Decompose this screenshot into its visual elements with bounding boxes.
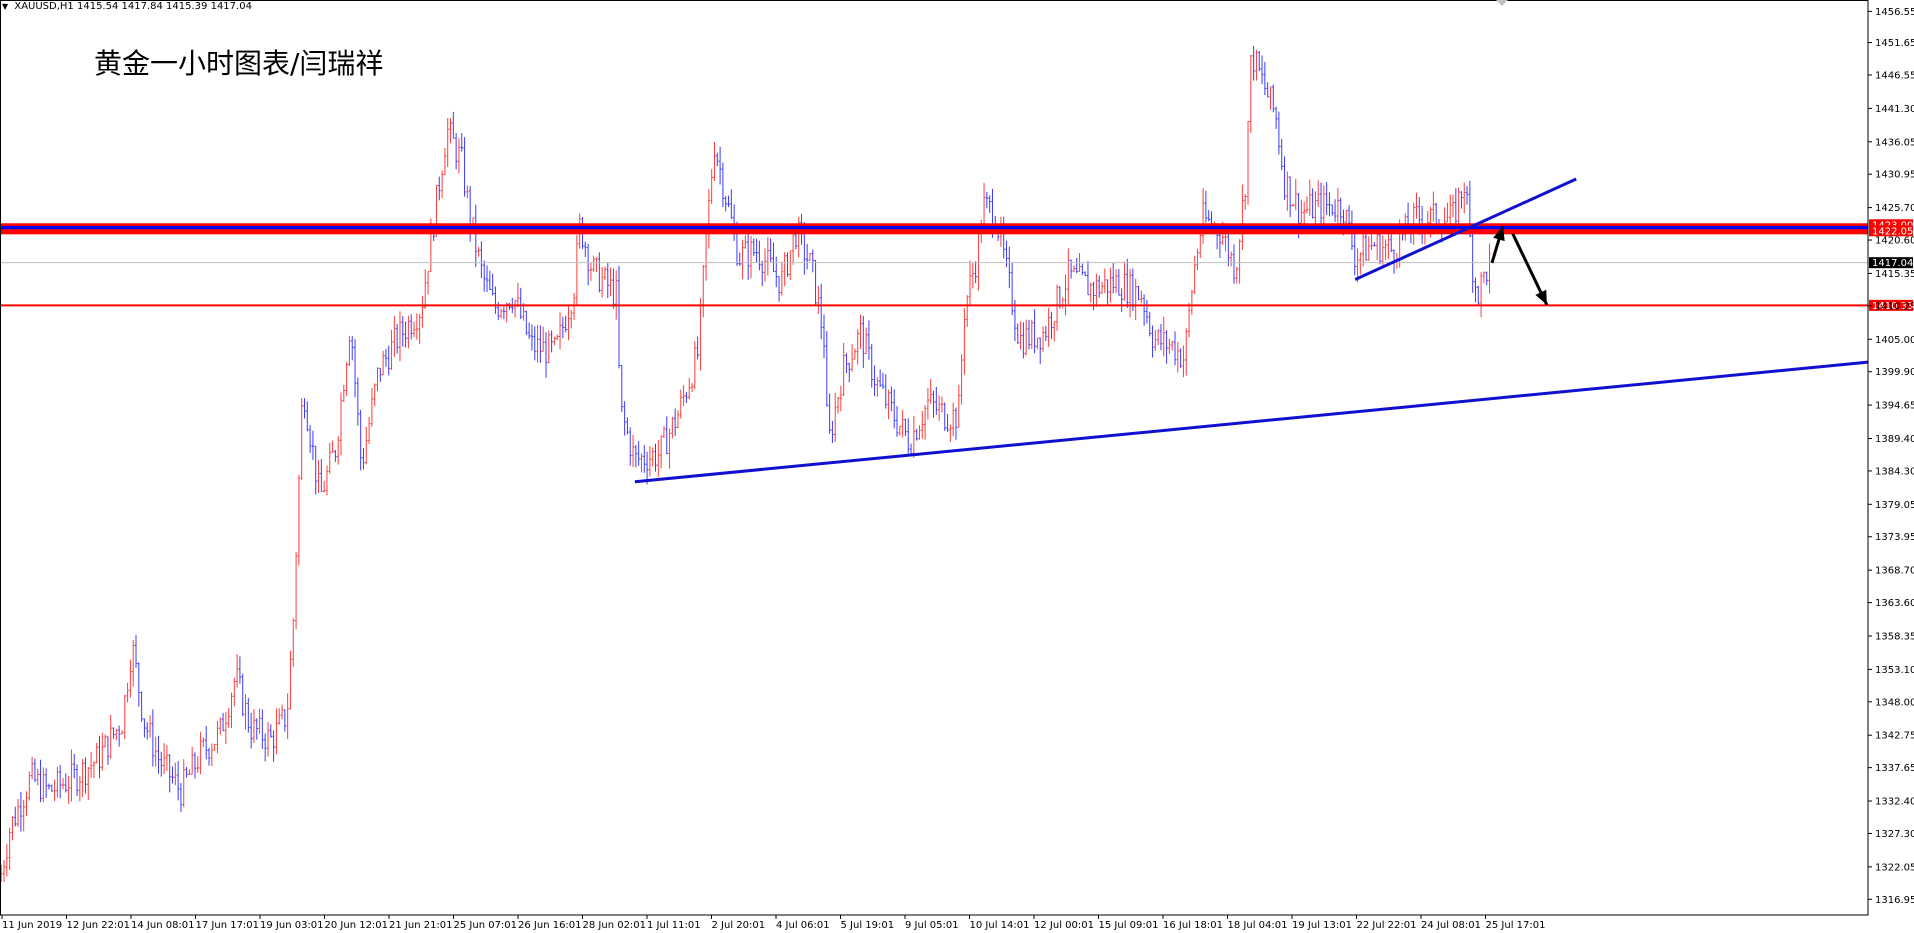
x-tick-label: 9 Jul 05:01	[905, 920, 959, 931]
trendline-rising-wedge	[1354, 177, 1577, 281]
level-label-1422-bg	[1869, 225, 1913, 237]
y-tick-label: 1399.90	[1875, 367, 1914, 378]
y-tick-label: 1394.65	[1875, 401, 1914, 412]
level-label-1410: 1410.33	[1872, 301, 1913, 312]
x-tick-label: 20 Jun 12:01	[325, 920, 389, 931]
level-label-1423-bg	[1869, 219, 1913, 231]
ohlc-readout: 1415.54 1417.84 1415.39 1417.04	[76, 1, 252, 12]
y-tick-label: 1348.00	[1875, 697, 1914, 708]
chart-title: 黄金一小时图表/闫瑞祥	[94, 47, 384, 80]
arrows-layer	[1490, 225, 1549, 306]
x-tick-label: 12 Jun 22:01	[67, 920, 131, 931]
x-tick-label: 2 Jul 20:01	[712, 920, 766, 931]
y-tick-label: 1415.35	[1875, 269, 1914, 280]
trendline-lower-support	[634, 360, 1869, 484]
y-tick-label: 1379.05	[1875, 500, 1914, 511]
y-tick-label: 1451.65	[1875, 38, 1914, 49]
x-tick-label: 25 Jun 07:01	[454, 920, 518, 931]
y-tick-label: 1436.05	[1875, 137, 1914, 148]
x-tick-label: 19 Jun 03:01	[260, 920, 324, 931]
y-tick-label: 1322.05	[1875, 862, 1914, 873]
current-price-label: 1417.04	[1872, 258, 1913, 269]
shift-marker-icon	[1496, 0, 1508, 6]
arrowhead-retest-up	[1493, 226, 1505, 242]
x-tick-label: 10 Jul 14:01	[970, 920, 1030, 931]
x-tick-label: 26 Jun 16:01	[518, 920, 582, 931]
y-tick-label: 1342.75	[1875, 731, 1914, 742]
y-tick-label: 1389.40	[1875, 434, 1914, 445]
y-tick-label: 1441.30	[1875, 104, 1914, 115]
x-tick-label: 5 Jul 19:01	[841, 920, 895, 931]
y-tick-label: 1410.25	[1875, 301, 1914, 312]
resistance-band-blue	[0, 225, 1868, 230]
y-tick-label: 1430.95	[1875, 170, 1914, 181]
symbol-info-bar[interactable]: ▼ XAUUSD,H1 1415.54 1417.84 1415.39 1417…	[2, 1, 252, 12]
arrowhead-drop-down	[1535, 289, 1547, 305]
x-tick-label: 1 Jul 11:01	[647, 920, 701, 931]
trendlines-layer	[634, 177, 1869, 484]
y-tick-label: 1425.70	[1875, 203, 1914, 214]
y-tick-label: 1332.40	[1875, 797, 1914, 808]
y-tick-label: 1358.35	[1875, 631, 1914, 642]
x-tick-label: 14 Jun 08:01	[131, 920, 195, 931]
y-tick-label: 1316.95	[1875, 895, 1914, 906]
symbol-label: XAUUSD,H1	[14, 1, 74, 12]
y-tick-label: 1446.55	[1875, 70, 1914, 81]
x-tick-label: 12 Jul 00:01	[1034, 920, 1094, 931]
x-tick-label: 11 Jun 2019	[2, 920, 62, 931]
candles-layer	[0, 45, 1491, 882]
y-tick-label: 1405.00	[1875, 335, 1914, 346]
x-tick-label: 28 Jun 02:01	[583, 920, 647, 931]
x-tick-label: 4 Jul 06:01	[776, 920, 830, 931]
x-tick-label: 25 Jul 17:01	[1486, 920, 1546, 931]
y-tick-label: 1368.70	[1875, 566, 1914, 577]
y-tick-label: 1456.55	[1875, 7, 1914, 18]
x-tick-label: 19 Jul 13:01	[1292, 920, 1352, 931]
y-tick-label: 1353.10	[1875, 665, 1914, 676]
x-tick-label: 17 Jun 17:01	[196, 920, 260, 931]
dropdown-icon[interactable]: ▼	[2, 2, 9, 11]
x-tick-label: 24 Jul 08:01	[1421, 920, 1481, 931]
level-label-1410-bg	[1869, 299, 1913, 311]
y-tick-label: 1420.60	[1875, 236, 1914, 247]
x-tick-label: 16 Jul 18:01	[1163, 920, 1223, 931]
x-tick-label: 18 Jul 04:01	[1228, 920, 1288, 931]
y-tick-label: 1327.30	[1875, 829, 1914, 840]
plot-frame	[0, 0, 1869, 916]
current-price-label-bg	[1869, 257, 1913, 269]
x-tick-label: 21 Jun 21:01	[389, 920, 453, 931]
y-tick-label: 1373.95	[1875, 532, 1914, 543]
level-label-1422: 1422.05	[1872, 226, 1913, 237]
y-tick-label: 1384.30	[1875, 466, 1914, 477]
y-tick-label: 1363.60	[1875, 598, 1914, 609]
x-tick-label: 22 Jul 22:01	[1357, 920, 1417, 931]
x-tick-label: 15 Jul 09:01	[1099, 920, 1159, 931]
y-tick-label: 1337.65	[1875, 763, 1914, 774]
